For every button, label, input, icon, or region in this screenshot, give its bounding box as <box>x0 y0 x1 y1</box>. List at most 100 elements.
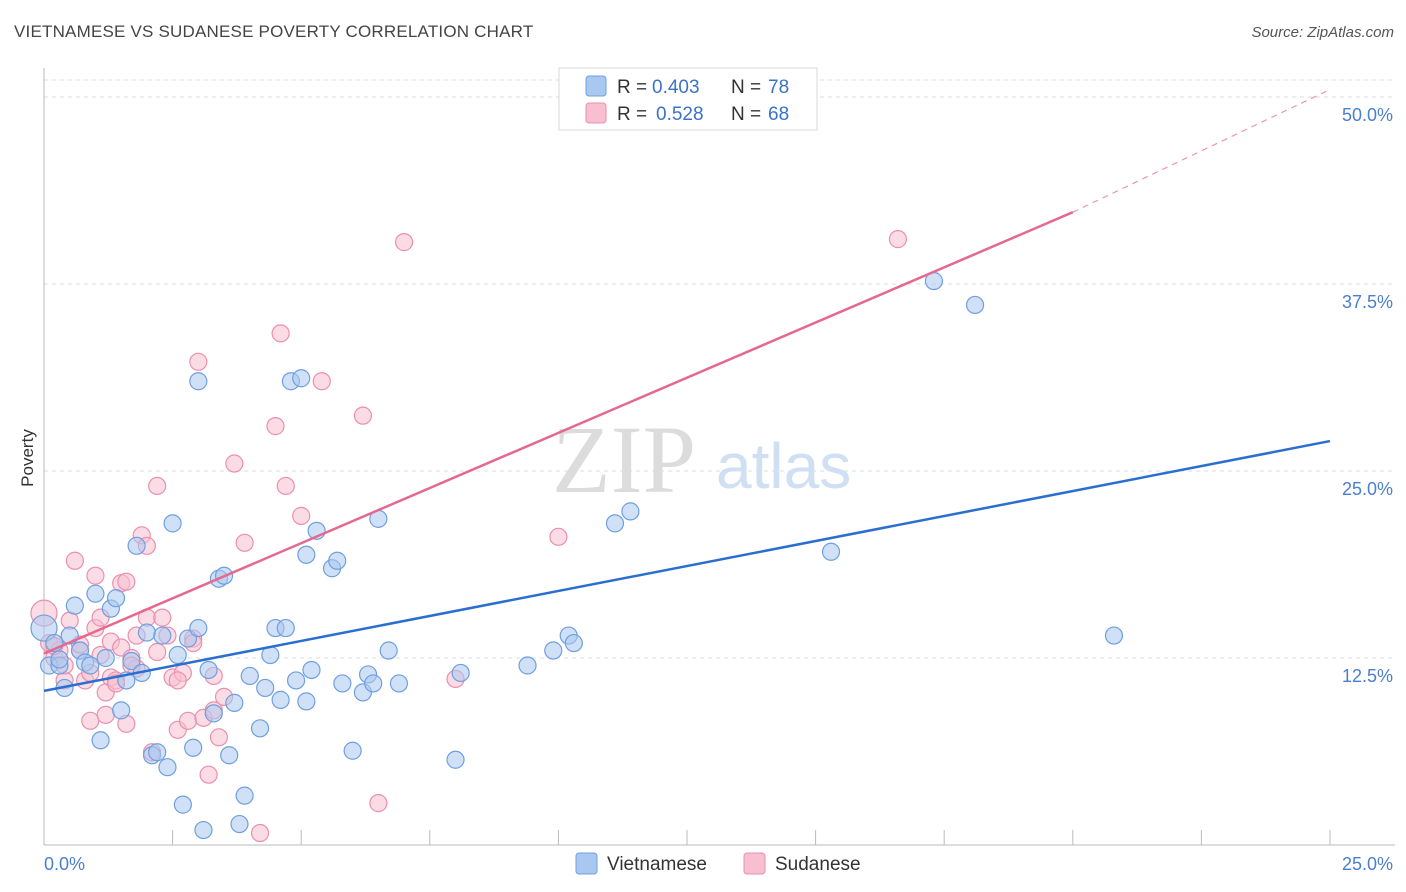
trend-lines <box>43 88 1331 693</box>
y-tick-label-2: 37.5% <box>1342 292 1393 312</box>
vietnamese-point-0 <box>30 614 58 642</box>
axes <box>43 68 1395 846</box>
vietnamese-point-77 <box>50 650 69 669</box>
sudanese-point-35 <box>178 711 198 730</box>
vietnamese-point-71 <box>605 514 625 533</box>
sudanese-point-63 <box>148 642 167 662</box>
correlation-legend: R = 0.403 N = 78 R = 0.528 N = 68 <box>558 67 818 131</box>
sudanese-point-48 <box>276 476 295 496</box>
vietnamese-point-15 <box>112 701 131 720</box>
legend-r-label-vietnamese: R = <box>617 77 647 98</box>
vietnamese-point-10 <box>86 584 105 603</box>
series-legend: Vietnamese Sudanese <box>575 852 861 875</box>
y-tick-label-0: 12.5% <box>1342 666 1393 686</box>
sudanese-point-47 <box>271 324 290 343</box>
sudanese-point-22 <box>117 572 136 591</box>
sudanese-point-11 <box>86 566 105 585</box>
vietnamese-point-72 <box>621 502 640 521</box>
sudanese-point-30 <box>153 608 172 627</box>
vietnamese-point-23 <box>153 626 172 645</box>
vietnamese-point-39 <box>230 814 249 834</box>
legend-swatch-vietnamese <box>585 75 607 97</box>
vietnamese-point-68 <box>544 641 563 660</box>
vietnamese-point-57 <box>333 674 352 693</box>
watermark-zip: ZIP <box>552 406 696 513</box>
vietnamese-point-17 <box>122 651 141 671</box>
x-tick-label-1: 25.0% <box>1342 854 1393 874</box>
vietnamese-point-64 <box>389 674 409 693</box>
chart-title: VIETNAMESE VS SUDANESE POVERTY CORRELATI… <box>14 22 534 41</box>
sudanese-point-64 <box>168 671 187 690</box>
legend-n-value-vietnamese: 78 <box>768 77 789 98</box>
vietnamese-point-75 <box>965 295 985 315</box>
vietnamese-point-27 <box>173 795 192 814</box>
sudanese-point-52 <box>369 794 388 813</box>
vietnamese-point-66 <box>451 663 470 683</box>
vietnamese-point-25 <box>163 514 182 533</box>
x-tick-label-0: 0.0% <box>44 854 85 874</box>
vietnamese-point-73 <box>821 542 841 561</box>
vietnamese-point-51 <box>297 692 316 711</box>
vietnamese-point-47 <box>276 618 295 638</box>
sudanese-point-43 <box>225 454 244 473</box>
vietnamese-point-32 <box>194 820 213 840</box>
sudanese-point-51 <box>353 406 373 425</box>
y-tick-label-3: 50.0% <box>1342 105 1393 125</box>
sudanese-point-41 <box>209 728 228 747</box>
sudanese-point-46 <box>266 417 285 436</box>
vietnamese-point-56 <box>328 551 347 570</box>
vietnamese-point-24 <box>158 758 177 777</box>
vietnamese-point-18 <box>127 536 146 555</box>
legend-n-label-sudanese: N = <box>731 104 761 125</box>
bottom-legend-label-vietnamese: Vietnamese <box>607 854 707 875</box>
vietnamese-point-12 <box>96 648 115 668</box>
vietnamese-point-76 <box>1104 626 1124 645</box>
y-tick-labels: 12.5% 25.0% 37.5% 50.0% <box>1342 105 1393 686</box>
vietnamese-point-26 <box>168 645 187 665</box>
legend-swatch-sudanese <box>585 102 607 124</box>
vietnamese-point-41 <box>240 666 259 686</box>
vietnamese-point-31 <box>189 618 208 638</box>
vietnamese-point-40 <box>235 786 254 805</box>
vietnamese-point-37 <box>220 746 239 765</box>
sudanese-trend-line <box>43 211 1074 655</box>
legend-n-value-sudanese: 68 <box>768 104 789 125</box>
vietnamese-point-49 <box>286 671 306 690</box>
sudanese-point-37 <box>189 352 208 371</box>
vietnamese-point-52 <box>302 660 321 680</box>
gridlines <box>44 79 1395 659</box>
sudanese-point-6 <box>65 551 84 570</box>
vietnamese-point-63 <box>379 641 398 660</box>
sudanese-point-53 <box>394 233 414 252</box>
legend-r-value-vietnamese: 0.403 <box>652 77 700 98</box>
legend-r-value-sudanese: 0.528 <box>656 104 704 125</box>
vietnamese-point-67 <box>518 656 537 675</box>
y-tick-label-1: 25.0% <box>1342 479 1393 499</box>
watermark: ZIP atlas <box>552 406 851 513</box>
vietnamese-trend-line <box>43 439 1331 693</box>
vietnamese-point-33 <box>199 660 218 680</box>
vietnamese-point-38 <box>225 693 244 712</box>
vietnamese-point-20 <box>137 623 156 642</box>
vietnamese-point-65 <box>446 750 465 769</box>
watermark-atlas: atlas <box>716 430 851 502</box>
vietnamese-point-46 <box>271 690 290 709</box>
vietnamese-point-61 <box>364 674 383 693</box>
sudanese-point-44 <box>235 533 254 552</box>
sudanese-point-50 <box>312 372 331 391</box>
sudanese-point-15 <box>96 705 115 724</box>
legend-r-label-sudanese: R = <box>617 104 647 125</box>
vietnamese-point-34 <box>204 704 223 723</box>
source-label: Source: ZipAtlas.com <box>1251 24 1394 41</box>
bottom-legend-swatch-vietnamese <box>575 852 598 875</box>
sudanese-trend-extension <box>1072 88 1331 213</box>
sudanese-point-49 <box>292 506 311 525</box>
vietnamese-point-6 <box>65 596 84 615</box>
vietnamese-point-58 <box>343 741 362 760</box>
vietnamese-point-30 <box>189 372 208 391</box>
vietnamese-point-11 <box>91 731 110 750</box>
sudanese-point-39 <box>199 765 218 784</box>
y-axis-title: Poverty <box>18 429 37 487</box>
vietnamese-point-29 <box>184 738 203 757</box>
